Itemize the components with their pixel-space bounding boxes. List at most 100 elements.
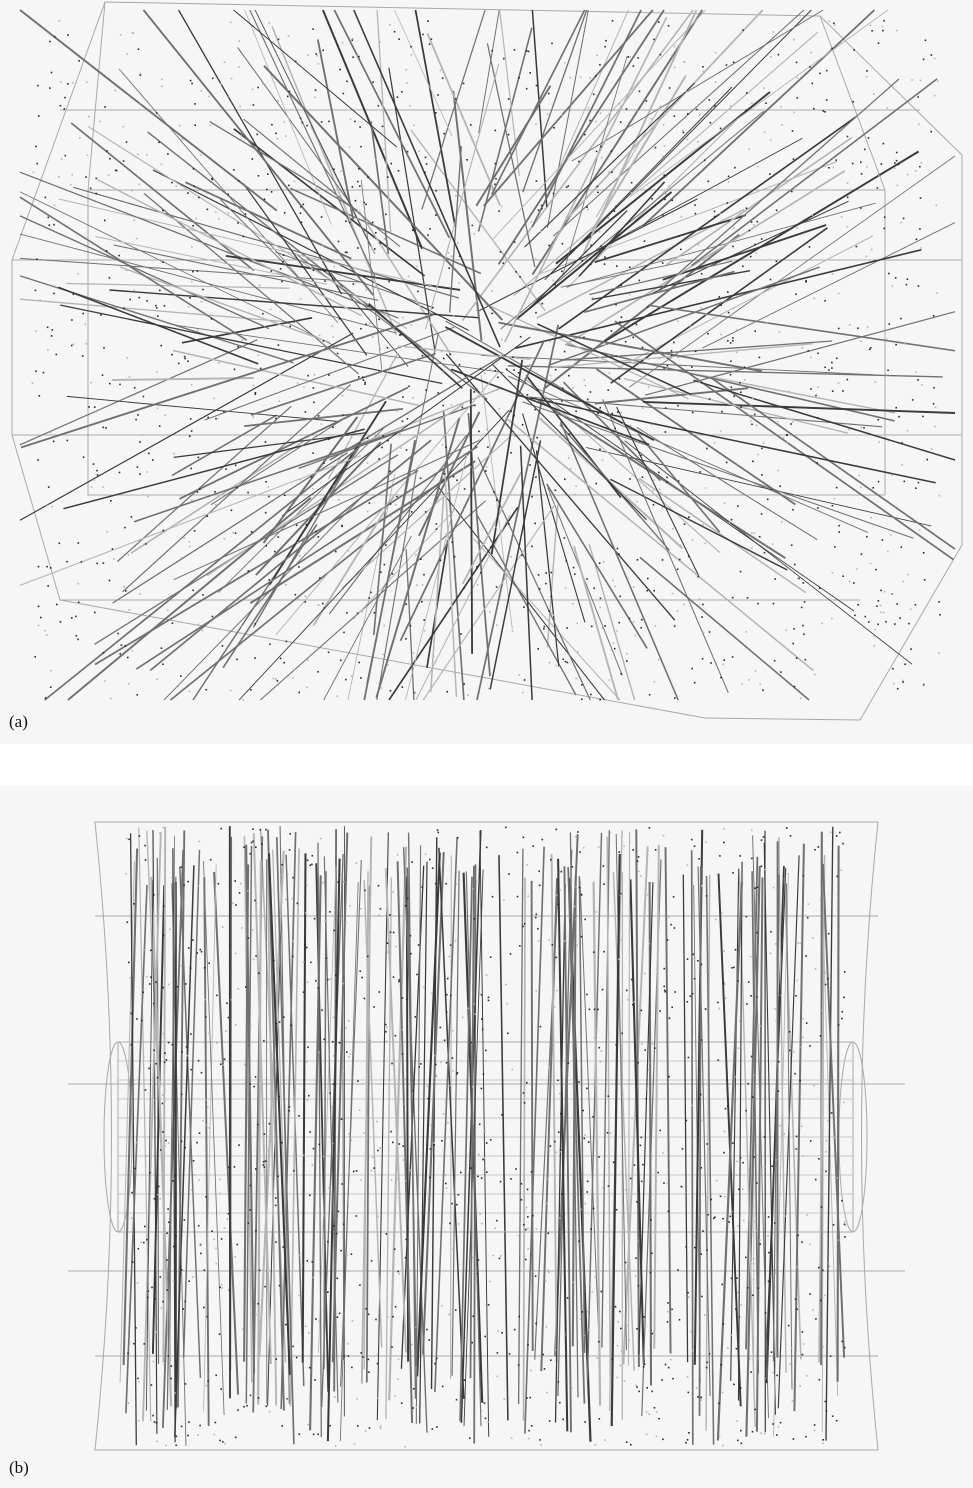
hit-dot	[286, 1398, 288, 1401]
hit-dot	[341, 1183, 343, 1185]
hit-dot	[477, 458, 480, 460]
hit-dot	[584, 1421, 586, 1423]
hit-dot	[595, 911, 597, 913]
hit-dot	[175, 1444, 177, 1447]
hit-dot	[496, 1352, 499, 1354]
hit-dot	[287, 35, 290, 37]
hit-dot	[535, 1322, 537, 1325]
hit-dot	[530, 1282, 532, 1284]
hit-dot	[399, 661, 402, 664]
hit-dot	[598, 1418, 601, 1420]
hit-dot	[627, 1221, 630, 1224]
hit-dot	[752, 1294, 754, 1297]
hit-dot	[249, 1394, 252, 1397]
track-line	[176, 324, 504, 374]
hit-dot	[322, 1155, 325, 1158]
track-line	[594, 214, 747, 264]
hit-dot	[228, 1289, 231, 1291]
track-line	[558, 116, 857, 330]
hit-dot	[356, 217, 359, 220]
hit-dot	[832, 166, 835, 169]
hit-dot	[437, 392, 440, 394]
hit-dot	[521, 691, 524, 694]
hit-dot	[225, 468, 227, 470]
hit-dot	[727, 91, 729, 94]
hit-dot	[489, 1139, 492, 1141]
hit-dot	[914, 170, 917, 172]
hit-dot	[580, 893, 583, 896]
hit-dot	[352, 1170, 355, 1173]
hit-dot	[213, 1433, 216, 1436]
hit-dot	[58, 176, 60, 178]
hit-dot	[236, 658, 238, 661]
hit-dot	[751, 532, 753, 534]
hit-dot	[515, 1168, 517, 1170]
hit-dot	[764, 868, 767, 871]
hit-dot	[276, 137, 279, 140]
hit-dot	[775, 260, 778, 263]
hit-dot	[189, 967, 192, 969]
hit-dot	[152, 1414, 154, 1417]
hit-dot	[630, 181, 633, 184]
hit-dot	[475, 141, 478, 144]
hit-dot	[728, 1221, 730, 1223]
hit-dot	[146, 300, 148, 302]
hit-dot	[370, 591, 372, 594]
hit-dot	[718, 1435, 721, 1438]
hit-dot	[348, 1132, 350, 1135]
hit-dot	[877, 418, 880, 421]
hit-dot	[519, 945, 521, 947]
hit-dot	[479, 993, 482, 996]
track-line	[150, 876, 173, 1407]
hit-dot	[171, 353, 173, 356]
hit-dot	[66, 560, 68, 563]
track-line	[492, 9, 706, 240]
hit-dot	[866, 70, 868, 72]
hit-dot	[802, 874, 804, 877]
hit-dot	[348, 1020, 350, 1022]
hit-dot	[118, 471, 121, 474]
hit-dot	[215, 417, 217, 420]
track-line	[513, 31, 819, 297]
hit-dot	[518, 674, 521, 676]
hit-dot	[527, 1248, 529, 1250]
hit-dot	[162, 1300, 164, 1303]
hit-dot	[386, 347, 389, 349]
hit-dot	[917, 96, 919, 98]
hit-dot	[753, 1156, 755, 1158]
hit-dot	[445, 533, 448, 535]
track-line	[203, 863, 217, 1412]
hit-dot	[469, 1437, 471, 1439]
hit-dot	[827, 1120, 829, 1122]
hit-dot	[374, 248, 376, 250]
hit-dot	[162, 1094, 164, 1097]
track-line	[438, 847, 465, 1399]
hit-dot	[66, 439, 69, 442]
hit-dot	[424, 156, 427, 159]
hit-dot	[420, 558, 422, 560]
hit-dot	[537, 209, 540, 211]
hit-dot	[535, 123, 537, 125]
hit-dot	[654, 849, 657, 851]
hit-dot	[587, 208, 589, 211]
track-line	[505, 416, 814, 672]
track-line	[257, 860, 262, 1405]
hit-dot	[320, 216, 323, 218]
hit-dot	[909, 608, 912, 610]
hit-dot	[96, 562, 98, 565]
hit-dot	[768, 1251, 770, 1254]
hit-dot	[910, 648, 912, 650]
hit-dot	[496, 1219, 498, 1222]
hit-dot	[50, 669, 52, 672]
hit-dot	[430, 38, 433, 40]
hit-dot	[754, 243, 756, 246]
hit-dot	[501, 353, 504, 355]
hit-dot	[582, 846, 585, 849]
track-line	[531, 9, 642, 228]
hit-dot	[540, 230, 542, 232]
hit-dot	[299, 478, 302, 481]
track-line	[836, 845, 840, 1382]
track-line	[57, 286, 258, 365]
hit-dot	[519, 335, 522, 338]
track-line	[438, 487, 605, 701]
